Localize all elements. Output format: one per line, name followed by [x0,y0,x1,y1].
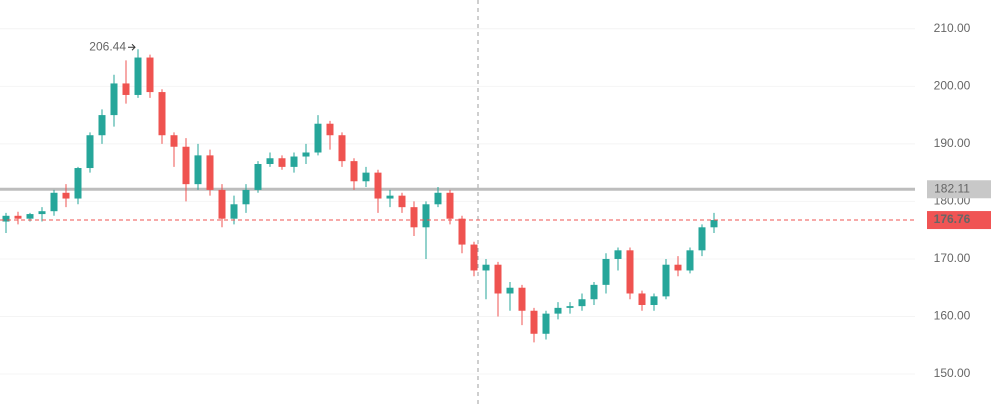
high-label: 206.44 [89,39,126,53]
candle-body [674,264,682,271]
candle-body [386,195,394,199]
candle-body [434,192,442,205]
candle-body [278,158,286,167]
candle-body [110,83,118,116]
candle-body [698,227,706,251]
candle-body [398,195,406,208]
y-tick-label: 150.00 [934,366,971,380]
candle-body [170,135,178,147]
candle-body [242,189,250,205]
candle-body [314,123,322,153]
candle-body [710,220,718,228]
candle-body [482,264,490,271]
candle-body [254,164,262,190]
candle-body [146,57,154,93]
candle-body [626,250,634,294]
candle-body [542,313,550,334]
candle-body [614,250,622,259]
candle-body [410,207,418,228]
candle-body [578,299,586,307]
y-tick-label: 190.00 [934,136,971,150]
candle-body [650,296,658,305]
candle-body [590,284,598,300]
candle-body [86,135,94,169]
candle-body [158,92,166,136]
candle-body [266,158,274,165]
candle-body [134,57,142,95]
y-tick-label: 210.00 [934,21,971,35]
candle-body [206,155,214,190]
last-price-badge [927,211,991,230]
candle-body [662,264,670,297]
candle-body [194,155,202,185]
candle-body [50,192,58,212]
candle-body [374,172,382,199]
candle-body [566,306,574,308]
candle-body [494,264,502,294]
candle-body [290,156,298,167]
price-line-badge [927,180,991,199]
candle-body [62,192,70,199]
candle-body [518,287,526,311]
candle-body [530,310,538,334]
high-arrow [128,43,136,51]
candle-body [326,123,334,136]
price-line-label: 182.11 [934,181,970,195]
candle-body [458,218,466,245]
candle-body [422,204,430,228]
candle-body [2,215,10,222]
candle-body [230,204,238,219]
candle-body [302,152,310,157]
candle-body [362,172,370,182]
candle-body [686,250,694,271]
candle-body [470,244,478,271]
candle-body [446,192,454,219]
candle-body [122,83,130,95]
last-price-label: 176.76 [934,212,971,226]
candle-body [338,135,346,162]
y-tick-label: 160.00 [934,309,971,323]
candle-body [98,115,106,136]
candle-body [26,214,34,219]
candle-body [554,307,562,314]
candle-body [74,168,82,199]
candle-body [506,287,514,294]
candle-body [218,189,226,219]
candle-body [38,211,46,215]
candle-body [638,293,646,305]
candle-body [350,161,358,182]
candle-body [182,146,190,185]
candle-body [602,258,610,285]
y-tick-label: 200.00 [934,78,971,92]
y-tick-label: 170.00 [934,251,971,265]
candle-body [14,215,22,219]
